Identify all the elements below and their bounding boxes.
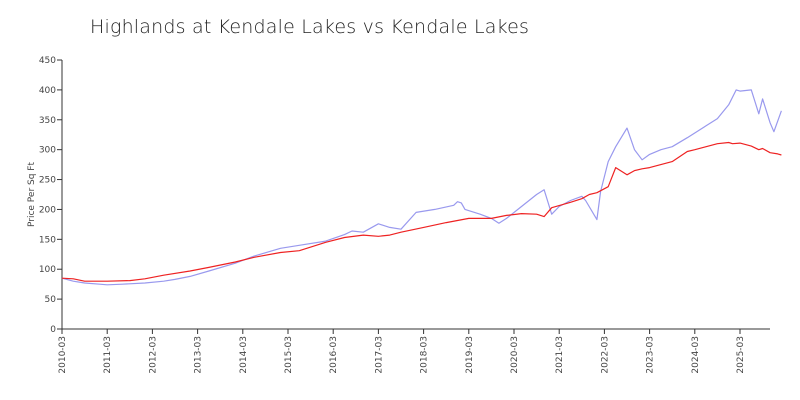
y-tick-label: 300 [39,146,56,156]
x-tick-label: 2015-03 [284,336,294,374]
x-tick-label: 2021-03 [555,336,565,374]
y-tick-label: 350 [39,116,56,126]
x-tick-label: 2023-03 [646,336,656,374]
axes: 0 50 100 150 200 250 300 350 400 450 2010-03 2011-… [39,56,770,374]
x-tick-label: 2016-03 [329,336,339,374]
x-tick-label: 2022-03 [600,336,610,374]
y-axis-ticks: 0 50 100 150 200 250 300 350 400 450 [39,56,62,335]
y-tick-label: 400 [39,86,56,96]
x-tick-label: 2019-03 [465,336,475,374]
series-line-2 [61,141,782,282]
x-tick-label: 2024-03 [691,336,701,374]
y-tick-label: 250 [39,176,56,186]
x-tick-label: 2018-03 [420,336,430,374]
y-tick-label: 100 [39,265,56,275]
x-tick-label: 2010-03 [58,336,68,374]
x-tick-label: 2025-03 [736,336,746,374]
y-tick-label: 150 [39,235,56,245]
x-tick-label: 2012-03 [148,336,158,374]
y-axis-label: Price Per Sq Ft [27,162,37,227]
x-axis-ticks: 2010-03 2011-03 2012-03 2013-03 2014-03 2015-… [58,329,746,374]
x-tick-label: 2011-03 [103,336,113,374]
series-group [61,89,782,286]
y-tick-label: 450 [39,56,56,66]
x-tick-label: 2020-03 [510,336,520,374]
y-tick-label: 200 [39,205,56,215]
series-line-1 [61,89,782,286]
y-tick-label: 0 [50,325,56,335]
y-tick-label: 50 [45,295,57,305]
chart-title: Highlands at Kendale Lakes vs Kendale La… [90,16,530,38]
x-tick-label: 2014-03 [239,336,249,374]
x-tick-label: 2013-03 [194,336,204,374]
x-tick-label: 2017-03 [374,336,384,374]
